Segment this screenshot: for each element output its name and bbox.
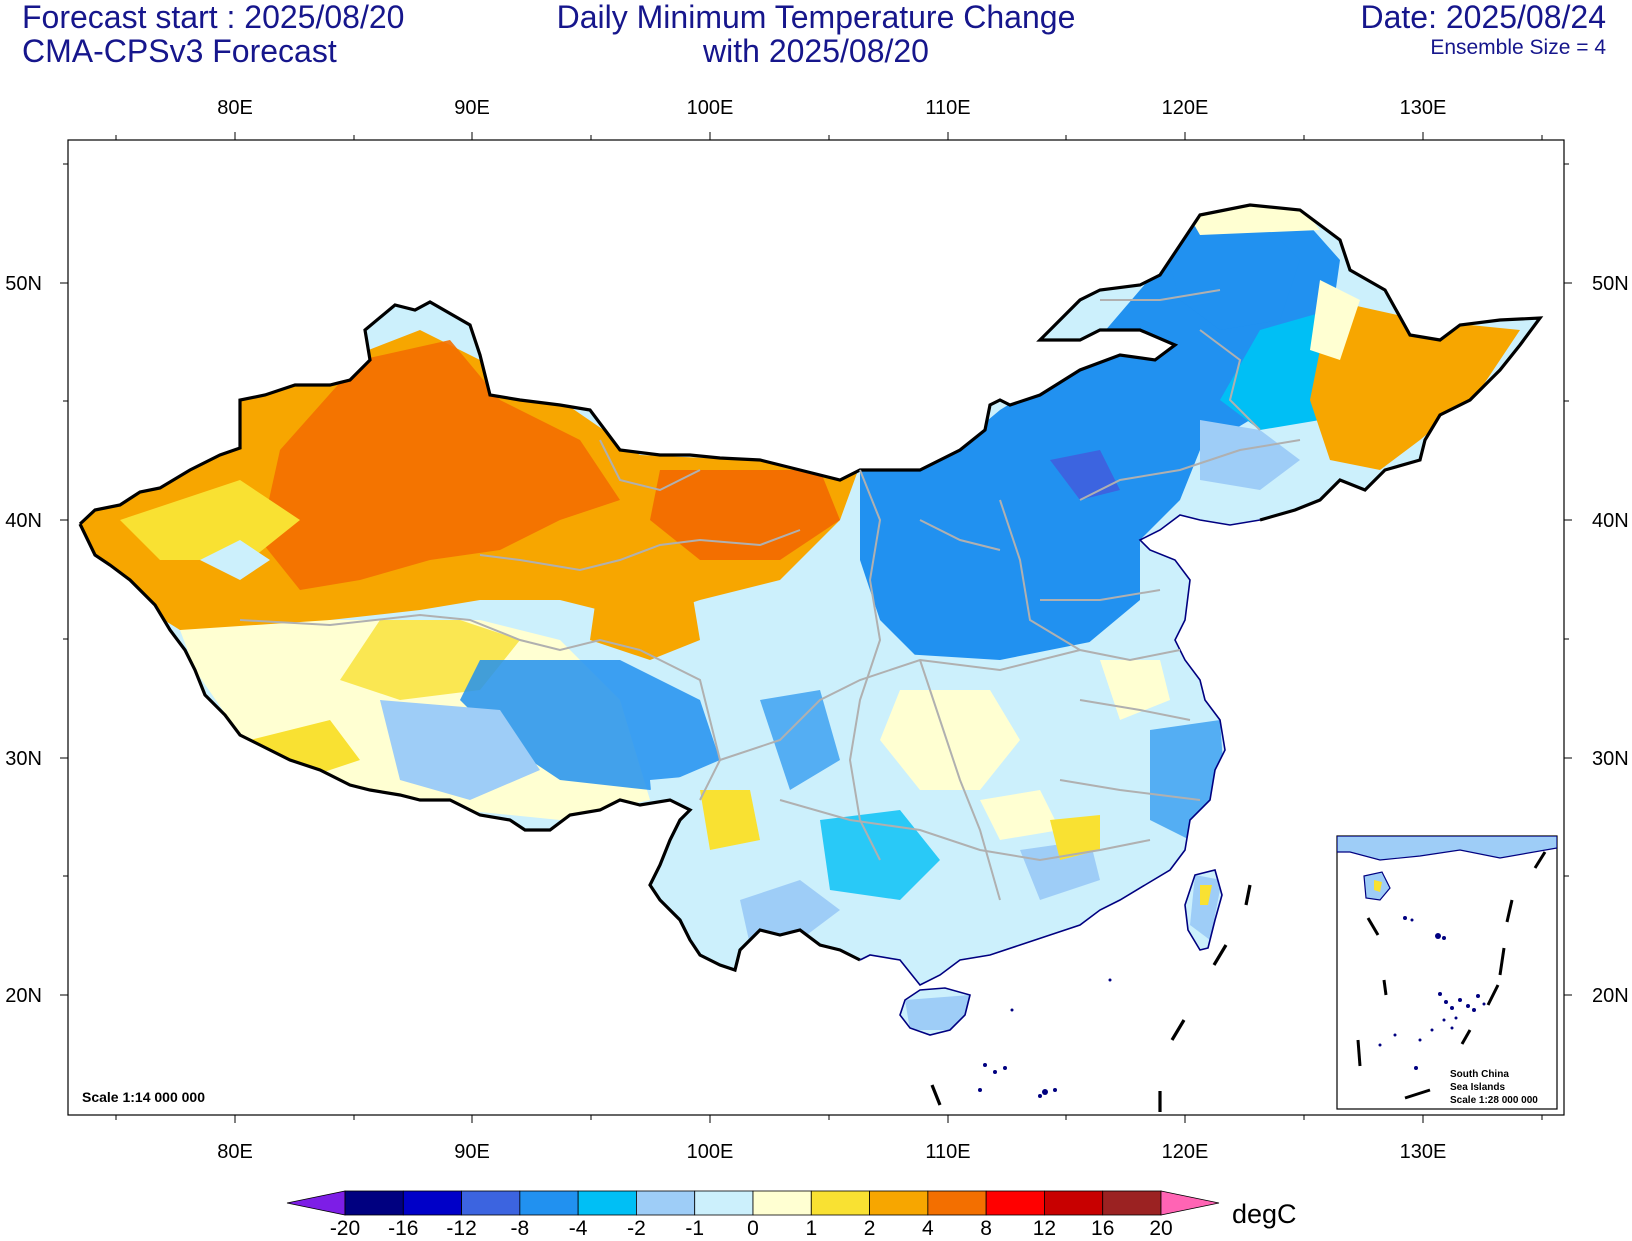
taiwan-island (1184, 869, 1223, 951)
lat-label-right-40: 40N (1592, 510, 1629, 532)
colorbar-bin-6 (694, 1190, 754, 1216)
colorbar-label-8: 1 (805, 1217, 817, 1240)
title-line-1: Daily Minimum Temperature Change (556, 0, 1076, 35)
colorbar-bin-0 (344, 1190, 404, 1216)
colorbar-label-6: -1 (685, 1217, 704, 1240)
map-scale-note: Scale 1:14 000 000 (82, 1089, 205, 1105)
colorbar-bin-8 (810, 1190, 870, 1216)
lon-label-bottom-100: 100E (687, 1141, 734, 1163)
lon-label-top-110: 110E (925, 97, 970, 119)
lon-label-top-80: 80E (217, 97, 253, 119)
inset-title-line1: South China (1450, 1069, 1509, 1080)
forecast-start-text: Forecast start : 2025/08/20 (22, 0, 405, 35)
colorbar-bin-10 (927, 1190, 987, 1216)
colorbar-label-14: 20 (1149, 1217, 1172, 1240)
lon-label-top-90: 90E (454, 97, 490, 119)
maritime-dash-line (930, 884, 1252, 1112)
lat-label-left-20: 20N (5, 985, 42, 1007)
colorbar-label-12: 12 (1033, 1217, 1056, 1240)
map-title: Daily Minimum Temperature Change with 20… (0, 0, 1632, 68)
colorbar-bin-3 (519, 1190, 579, 1216)
colorbar-bin-7 (752, 1190, 812, 1216)
national-border-south (78, 523, 861, 973)
colorbar-bin-2 (461, 1190, 521, 1216)
colorbar-label-0: -20 (330, 1217, 360, 1240)
inset-scale-note: Scale 1:28 000 000 (1450, 1095, 1538, 1106)
lon-label-bottom-120: 120E (1162, 1141, 1209, 1163)
inset-title-line2: Sea Islands (1450, 1082, 1505, 1093)
lat-label-left-30: 30N (5, 748, 42, 770)
header-left: Forecast start : 2025/08/20 CMA-CPSv3 Fo… (22, 0, 404, 68)
ensemble-size-text: Ensemble Size = 4 (1430, 36, 1606, 59)
lon-label-top-100: 100E (687, 97, 734, 119)
colorbar-below-triangle (286, 1190, 346, 1216)
hainan-island (899, 987, 971, 1036)
lon-label-bottom-90: 90E (454, 1141, 490, 1163)
colorbar-unit-label: degC (1232, 1199, 1297, 1229)
colorbar-label-3: -8 (511, 1217, 530, 1240)
colorbar-bin-9 (869, 1190, 929, 1216)
colorbar-label-11: 8 (980, 1217, 992, 1240)
colorbar-bin-13 (1102, 1190, 1162, 1216)
lat-label-right-20: 20N (1592, 985, 1629, 1007)
axis-ticks (60, 132, 1572, 1123)
header-right: Date: 2025/08/24 Ensemble Size = 4 (1360, 0, 1606, 60)
lat-label-left-50: 50N (5, 273, 42, 295)
colorbar-label-1: -16 (388, 1217, 418, 1240)
colorbar-bin-12 (1044, 1190, 1104, 1216)
colorbar-label-13: 16 (1091, 1217, 1114, 1240)
colorbar-label-4: -4 (569, 1217, 588, 1240)
lat-label-right-30: 30N (1592, 748, 1629, 770)
colorbar: -20 -16 -12 -8 -4 -2 -1 0 1 2 4 8 12 16 20 (286, 1190, 1220, 1240)
small-islands (978, 978, 1112, 1098)
colorbar-bin-5 (636, 1190, 696, 1216)
lon-label-top-120: 120E (1162, 97, 1209, 119)
colorbar-label-10: 4 (922, 1217, 934, 1240)
target-date-text: Date: 2025/08/24 (1360, 0, 1606, 35)
south-china-sea-inset: South China Sea Islands Scale 1:28 000 0… (1336, 835, 1558, 1110)
colorbar-label-2: -12 (446, 1217, 476, 1240)
lon-label-top-130: 130E (1400, 97, 1447, 119)
colorbar-bin-4 (577, 1190, 637, 1216)
colorbar-bin-11 (985, 1190, 1045, 1216)
national-border-north (78, 203, 1544, 526)
colorbar-bin-1 (402, 1190, 462, 1216)
model-name-text: CMA-CPSv3 Forecast (22, 33, 337, 69)
lat-label-right-50: 50N (1592, 273, 1629, 295)
lat-label-left-40: 40N (5, 510, 42, 532)
province-boundaries (239, 289, 1301, 901)
lon-label-bottom-80: 80E (217, 1141, 253, 1163)
lon-label-bottom-110: 110E (925, 1141, 970, 1163)
colorbar-label-5: -2 (627, 1217, 646, 1240)
colorbar-label-9: 2 (864, 1217, 876, 1240)
colorbar-above-triangle (1160, 1190, 1220, 1216)
coastline (859, 514, 1261, 987)
colorbar-label-7: 0 (747, 1217, 759, 1240)
lon-label-bottom-130: 130E (1400, 1141, 1447, 1163)
title-line-2: with 2025/08/20 (703, 33, 929, 69)
